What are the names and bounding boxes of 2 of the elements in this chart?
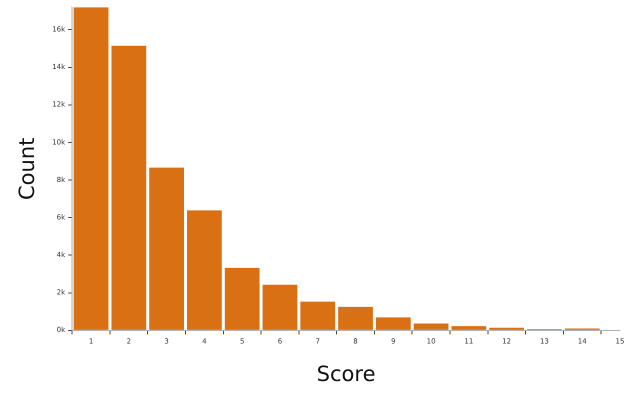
y-axis-title: Count [15,138,40,200]
x-axis-title: Score [316,362,376,386]
